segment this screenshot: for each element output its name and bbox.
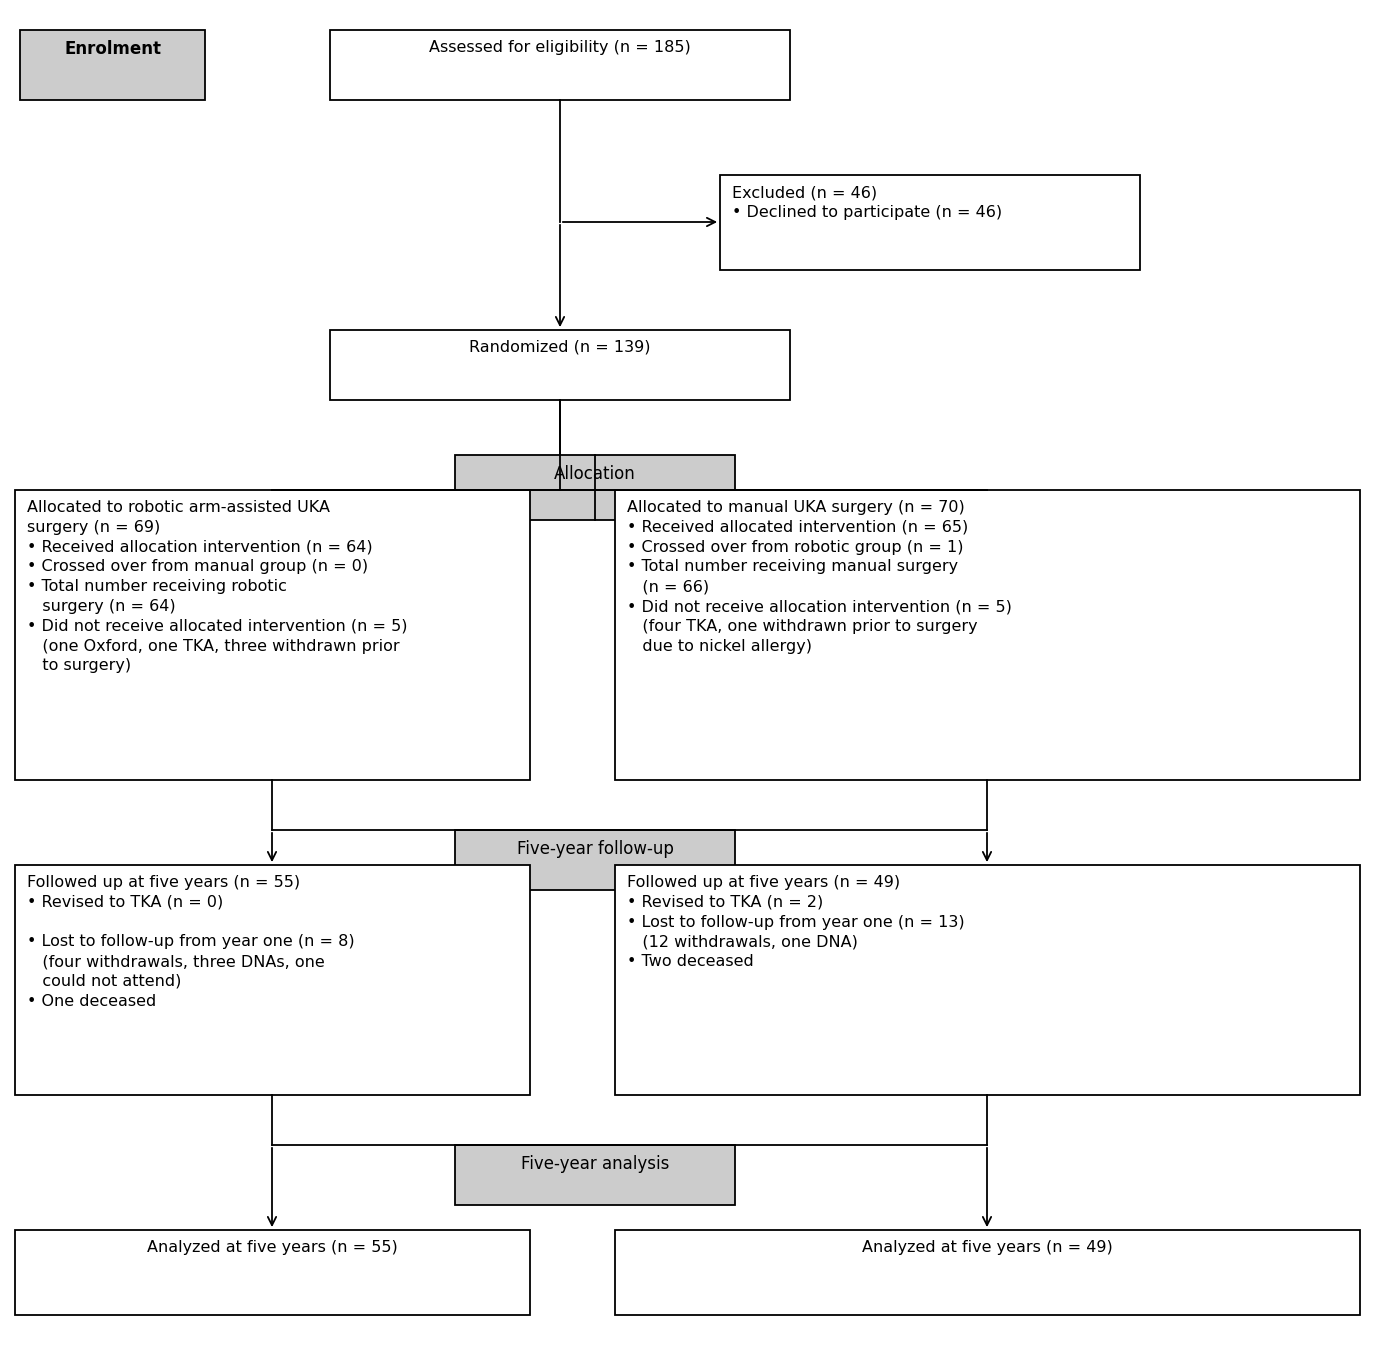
Bar — [455, 455, 735, 520]
Text: Allocated to manual UKA surgery (n = 70)
• Received allocated intervention (n = : Allocated to manual UKA surgery (n = 70)… — [627, 500, 1012, 653]
Bar — [455, 1145, 735, 1206]
Text: Assessed for eligibility (n = 185): Assessed for eligibility (n = 185) — [429, 40, 691, 55]
Bar — [330, 30, 790, 100]
Text: Analyzed at five years (n = 49): Analyzed at five years (n = 49) — [862, 1241, 1113, 1256]
Text: Followed up at five years (n = 49)
• Revised to TKA (n = 2)
• Lost to follow-up : Followed up at five years (n = 49) • Rev… — [627, 875, 965, 969]
Bar — [15, 865, 530, 1095]
Bar — [15, 1230, 530, 1315]
Text: Randomized (n = 139): Randomized (n = 139) — [469, 340, 651, 355]
Text: Five-year analysis: Five-year analysis — [521, 1156, 669, 1173]
Text: Five-year follow-up: Five-year follow-up — [517, 840, 673, 859]
Text: Allocated to robotic arm-assisted UKA
surgery (n = 69)
• Received allocation int: Allocated to robotic arm-assisted UKA su… — [28, 500, 408, 674]
Bar — [15, 490, 530, 780]
Text: Followed up at five years (n = 55)
• Revised to TKA (n = 0)

• Lost to follow-up: Followed up at five years (n = 55) • Rev… — [28, 875, 354, 1008]
Bar — [615, 490, 1360, 780]
Bar — [21, 30, 205, 100]
Text: Enrolment: Enrolment — [63, 40, 161, 58]
Text: Excluded (n = 46)
• Declined to participate (n = 46): Excluded (n = 46) • Declined to particip… — [732, 185, 1003, 220]
Bar — [720, 176, 1140, 270]
Bar — [455, 830, 735, 890]
Bar — [615, 865, 1360, 1095]
Bar — [615, 1230, 1360, 1315]
Text: Allocation: Allocation — [554, 464, 636, 483]
Bar — [330, 329, 790, 400]
Text: Analyzed at five years (n = 55): Analyzed at five years (n = 55) — [148, 1241, 399, 1256]
